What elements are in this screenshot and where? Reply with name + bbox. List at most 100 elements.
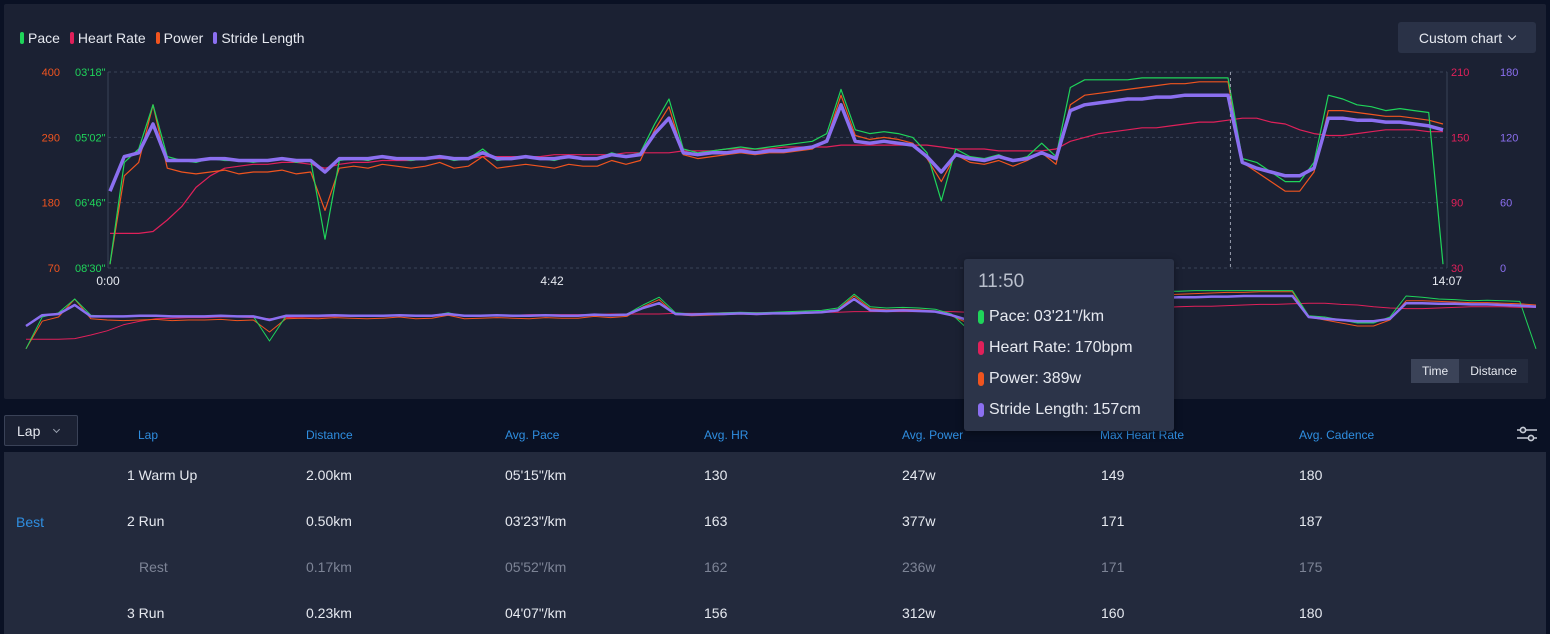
legend-label-pace: Pace xyxy=(28,30,60,46)
tooltip-value-power: 389w xyxy=(1042,369,1082,387)
x-tick-label: 14:07 xyxy=(1432,274,1462,288)
tooltip-row-pace: Pace: 03'21"/km xyxy=(978,301,1160,332)
cell-distance: 0.23km xyxy=(306,605,352,621)
tooltip-swatch-power xyxy=(978,371,984,386)
cell-power: 247w xyxy=(902,467,936,483)
laps-table: Lap Lap Distance Avg. Pace Avg. HR Avg. … xyxy=(0,410,1550,634)
cell-distance: 2.00km xyxy=(306,467,352,483)
best-label: Best xyxy=(16,514,45,530)
lap-select-value: Lap xyxy=(17,422,41,439)
axis-toggle: Time Distance xyxy=(1411,359,1528,383)
cell-power: 312w xyxy=(902,605,936,621)
chevron-down-icon xyxy=(53,425,61,433)
cell-hr: 156 xyxy=(704,605,728,621)
axis-labels: 400 03'18" 210 180 290 05'02" 150 120 180 06'46" 9… xyxy=(42,67,1519,288)
custom-chart-button[interactable]: Custom chart xyxy=(1398,22,1536,53)
chart-tooltip: 11:50 Pace: 03'21"/km Heart Rate: 170bpm… xyxy=(964,259,1174,431)
legend-item-pace[interactable]: Pace xyxy=(20,30,60,46)
legend-label-heart-rate: Heart Rate xyxy=(77,30,146,46)
series-line-stride-length xyxy=(108,93,1444,192)
cell-max-hr: 160 xyxy=(1101,605,1125,621)
cell-power: 236w xyxy=(902,559,936,575)
tooltip-row-stride-length: Stride Length: 157cm xyxy=(978,394,1160,425)
tooltip-row-power: Power: 389w xyxy=(978,363,1160,394)
legend-item-heart-rate[interactable]: Heart Rate xyxy=(69,30,146,46)
cell-pace: 05'52"/km xyxy=(505,559,567,575)
tooltip-value-pace: 03'21"/km xyxy=(1033,307,1105,325)
cell-pace: 03'23"/km xyxy=(505,513,567,529)
x-tick-label: 0:00 xyxy=(96,274,120,288)
power-tick-label: 400 xyxy=(42,67,60,79)
tooltip-label-stride-length: Stride Length: xyxy=(989,400,1089,418)
distance-toggle-button[interactable]: Distance xyxy=(1459,359,1528,383)
tooltip-swatch-heart-rate xyxy=(978,340,984,355)
pace-tick-label: 06'46" xyxy=(75,198,106,210)
chart-svg[interactable]: 400 03'18" 210 180 290 05'02" 150 120 180 06'46" 9… xyxy=(4,4,1546,399)
table-row[interactable]: 3 Run 0.23km 04'07"/km 156 312w 160 180 xyxy=(4,590,1546,634)
overview-line-stride-length xyxy=(25,294,1537,328)
pace-tick-label: 03'18" xyxy=(75,67,106,79)
main-series xyxy=(108,77,1444,265)
tooltip-time: 11:50 xyxy=(978,271,1025,292)
table-row[interactable]: 2 Run 0.50km 03'23"/km 163 377w 171 187 xyxy=(4,498,1546,544)
cell-max-hr: 149 xyxy=(1101,467,1125,483)
cell-cadence: 180 xyxy=(1299,605,1323,621)
header-avg-pace: Avg. Pace xyxy=(505,428,560,442)
cell-hr: 162 xyxy=(704,559,728,575)
stride-tick-label: 0 xyxy=(1500,263,1506,275)
header-distance: Distance xyxy=(306,428,353,442)
legend-item-stride-length[interactable]: Stride Length xyxy=(213,30,305,46)
cell-distance: 0.17km xyxy=(306,559,352,575)
hr-tick-label: 90 xyxy=(1451,198,1463,210)
stride-tick-label: 180 xyxy=(1500,67,1518,79)
cell-distance: 0.50km xyxy=(306,513,352,529)
legend-swatch-power xyxy=(155,32,160,44)
series-line-heart-rate xyxy=(110,117,1443,234)
stride-tick-label: 120 xyxy=(1500,132,1518,144)
cell-lap: 2 Run xyxy=(127,513,165,529)
pace-tick-label: 08'30" xyxy=(75,263,106,275)
legend-item-power[interactable]: Power xyxy=(155,30,204,46)
cell-pace: 05'15"/km xyxy=(505,467,567,483)
chart-grid xyxy=(107,71,1448,269)
hr-tick-label: 150 xyxy=(1451,132,1469,144)
series-line-pace xyxy=(109,77,1444,265)
stride-tick-label: 60 xyxy=(1500,198,1512,210)
chart-panel: Pace Heart Rate Power Stride Length Cust… xyxy=(4,4,1546,399)
table-row-rest[interactable]: Rest 0.17km 05'52"/km 162 236w 171 175 xyxy=(4,544,1546,590)
legend-label-power: Power xyxy=(163,30,204,46)
legend-swatch-pace xyxy=(20,32,24,44)
cell-lap: Rest xyxy=(139,559,168,575)
custom-chart-label: Custom chart xyxy=(1418,29,1503,46)
overview-line-power xyxy=(25,291,1537,350)
series-line-power xyxy=(109,81,1444,265)
overview-line-pace xyxy=(25,290,1537,350)
header-avg-power: Avg. Power xyxy=(902,428,964,442)
legend-swatch-stride-length xyxy=(213,32,218,44)
cell-cadence: 175 xyxy=(1299,559,1323,575)
cell-lap: 3 Run xyxy=(127,605,165,621)
tooltip-label-heart-rate: Heart Rate: xyxy=(989,338,1071,356)
overview-series xyxy=(25,290,1537,350)
table-row[interactable]: 1 Warm Up 2.00km 05'15"/km 130 247w 149 … xyxy=(4,452,1546,498)
cell-hr: 130 xyxy=(704,467,728,483)
cell-power: 377w xyxy=(902,513,936,529)
hr-tick-label: 30 xyxy=(1451,263,1463,275)
legend-label-stride-length: Stride Length xyxy=(221,30,305,46)
time-toggle-button[interactable]: Time xyxy=(1411,359,1460,383)
cell-max-hr: 171 xyxy=(1101,559,1125,575)
cell-pace: 04'07"/km xyxy=(505,605,567,621)
header-avg-hr: Avg. HR xyxy=(704,428,749,442)
chart-legend: Pace Heart Rate Power Stride Length xyxy=(20,30,305,46)
lap-select[interactable]: Lap xyxy=(4,415,78,446)
header-avg-cadence: Avg. Cadence xyxy=(1299,428,1375,442)
power-tick-label: 180 xyxy=(42,198,60,210)
hr-tick-label: 210 xyxy=(1451,67,1469,79)
cell-cadence: 180 xyxy=(1299,467,1323,483)
tooltip-value-stride-length: 157cm xyxy=(1092,400,1141,418)
tooltip-swatch-stride-length xyxy=(978,402,984,417)
power-tick-label: 290 xyxy=(42,132,60,144)
legend-swatch-heart-rate xyxy=(69,32,74,44)
column-settings-icon[interactable] xyxy=(1515,424,1539,444)
